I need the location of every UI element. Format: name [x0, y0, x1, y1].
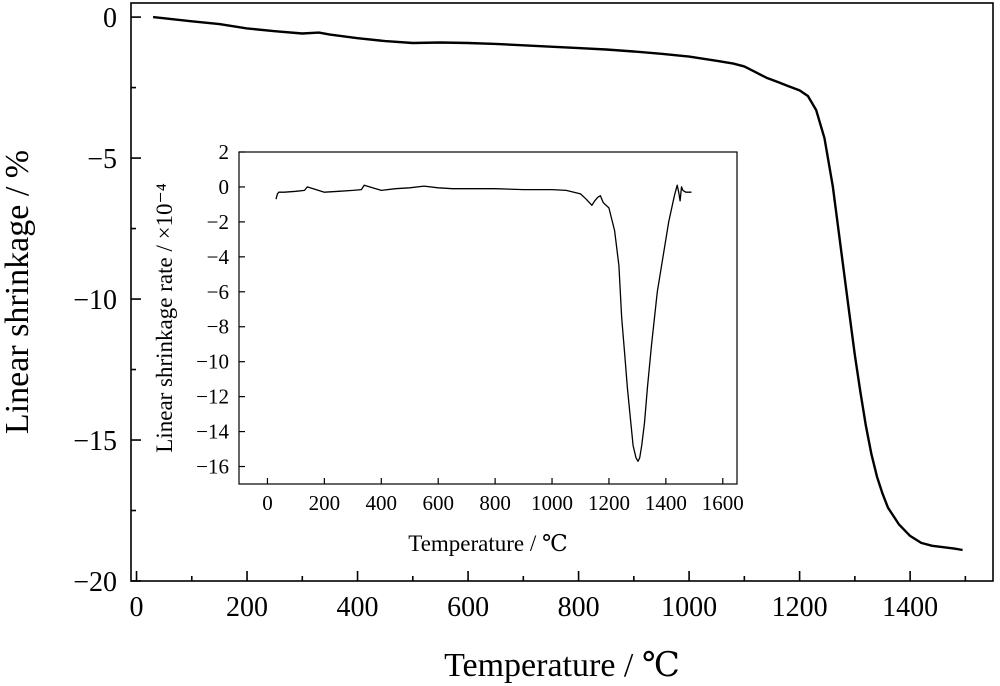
inset-x-tick-label: 1600: [702, 491, 744, 515]
inset-y-tick-label: −6: [207, 280, 229, 304]
inset-y-tick-label: −4: [207, 245, 230, 269]
main-x-axis-label: Temperature / ℃: [444, 647, 680, 684]
inset-x-tick-label: 400: [366, 491, 398, 515]
inset-x-tick-label: 0: [262, 491, 273, 515]
main-x-tick-label: 800: [558, 592, 600, 623]
inset-chart: 0 200 400 600 800 1000 1200 1400 1600 2 0 −2 −4 −6 −8 −…: [152, 140, 744, 556]
inset-x-tick-label: 200: [309, 491, 341, 515]
main-x-tick-label: 0: [130, 592, 144, 623]
inset-y-tick-label: −2: [207, 210, 229, 234]
main-series-line-0: [152, 15, 963, 552]
main-y-tick-label: 0: [103, 3, 117, 34]
main-x-tick-label: 600: [447, 592, 489, 623]
main-y-tick-label: −5: [87, 144, 117, 175]
inset-x-tick-label: 1400: [645, 491, 687, 515]
inset-y-tick-label: −16: [196, 455, 229, 479]
inset-x-tick-label: 800: [479, 491, 511, 515]
main-y-tick-label: −10: [73, 285, 117, 316]
inset-y-tick-label: −12: [196, 385, 229, 409]
main-x-tick-label: 1200: [772, 592, 828, 623]
inset-y-axis-label: Linear shrinkage rate / ×10⁻⁴: [152, 183, 177, 452]
main-y-tick-label: −15: [73, 426, 117, 457]
main-x-tick-label: 1000: [661, 592, 717, 623]
inset-x-tick-label: 1200: [588, 491, 630, 515]
inset-y-tick-label: −14: [196, 420, 229, 444]
main-y-tick-label: −20: [73, 567, 117, 598]
inset-y-tick-label: 2: [219, 140, 230, 164]
inset-plot-frame: [238, 151, 738, 485]
inset-x-tick-label: 600: [422, 491, 454, 515]
inset-x-tick-label: 1000: [531, 491, 573, 515]
main-x-tick-label: 400: [337, 592, 379, 623]
main-x-tick-label: 1400: [882, 592, 938, 623]
main-x-tick-label: 200: [226, 592, 268, 623]
inset-y-tick-label: 0: [219, 175, 230, 199]
inset-y-tick-label: −8: [207, 315, 229, 339]
inset-y-tick-label: −10: [196, 350, 229, 374]
main-plot-frame: [130, 2, 994, 582]
inset-x-axis-label: Temperature / ℃: [408, 531, 568, 556]
main-y-axis-label: Linear shrinkage / %: [0, 150, 36, 434]
inset-series-line-0: [275, 184, 692, 462]
